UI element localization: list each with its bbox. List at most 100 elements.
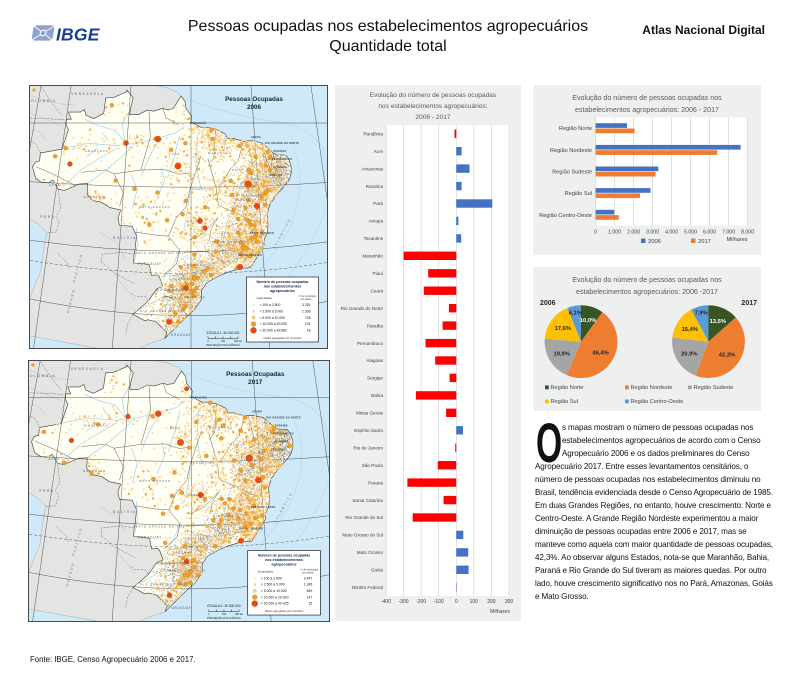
svg-text:Quantidade: Quantidade xyxy=(258,569,274,573)
svg-text:BOLIVIA: BOLIVIA xyxy=(113,510,137,514)
svg-text:10,0%: 10,0% xyxy=(580,318,596,324)
svg-text:RONDÔNIA: RONDÔNIA xyxy=(84,194,107,199)
svg-text:GOIÁS: GOIÁS xyxy=(188,493,202,497)
svg-text:Rondônia: Rondônia xyxy=(363,131,383,136)
svg-text:Número de pessoas ocupadas: Número de pessoas ocupadas xyxy=(258,554,310,558)
svg-text:AMAZONAS: AMAZONAS xyxy=(85,149,108,153)
svg-text:CEARÁ: CEARÁ xyxy=(252,411,262,414)
svg-text:3.000: 3.000 xyxy=(646,230,659,236)
svg-text:BOLIVIA: BOLIVIA xyxy=(113,236,137,240)
svg-text:15,4%: 15,4% xyxy=(682,327,698,333)
svg-text:RIO GRANDE DO SUL: RIO GRANDE DO SUL xyxy=(140,582,186,586)
svg-text:agropecuários: agropecuários xyxy=(272,562,297,566)
svg-text:Dados agregados por município: Dados agregados por município xyxy=(263,336,302,340)
svg-text:18: 18 xyxy=(307,329,311,333)
svg-text:RONDÔNIA: RONDÔNIA xyxy=(83,468,106,473)
svg-text:ESPÍRITO SANTO: ESPÍRITO SANTO xyxy=(250,232,274,235)
svg-text:Região Nordeste: Região Nordeste xyxy=(550,148,592,154)
svg-text:nos estabelecimentos agropecuá: nos estabelecimentos agropecuários: xyxy=(378,103,487,110)
svg-text:15: 15 xyxy=(309,602,313,606)
svg-text:Região Nordeste: Região Nordeste xyxy=(631,385,673,391)
svg-text:Rio de Janeiro: Rio de Janeiro xyxy=(353,445,383,450)
svg-text:PARANÁ: PARANÁ xyxy=(173,551,190,555)
svg-text:RIO DE JANEIRO: RIO DE JANEIRO xyxy=(238,254,262,257)
svg-text:ESPÍRITO SANTO: ESPÍRITO SANTO xyxy=(251,506,276,509)
svg-text:MATO GROSSO DO SUL: MATO GROSSO DO SUL xyxy=(135,251,185,255)
svg-text:> 5.000 a 10.000: > 5.000 a 10.000 xyxy=(260,316,286,320)
svg-text:Milhares: Milhares xyxy=(726,237,747,243)
svg-text:Pessoas Ocupadas: Pessoas Ocupadas xyxy=(225,96,283,103)
svg-text:3.447: 3.447 xyxy=(304,576,313,580)
svg-text:ESCALA 1: 30.000.000: ESCALA 1: 30.000.000 xyxy=(207,604,240,608)
svg-text:Mato Grosso: Mato Grosso xyxy=(357,550,384,555)
svg-text:19,9%: 19,9% xyxy=(553,351,569,357)
svg-text:Minas Gerais: Minas Gerais xyxy=(356,411,384,416)
svg-text:PERNAMBUCO: PERNAMBUCO xyxy=(272,158,292,161)
svg-text:2017: 2017 xyxy=(698,239,711,245)
svg-text:8.000: 8.000 xyxy=(741,230,754,236)
svg-text:ARGENTINA: ARGENTINA xyxy=(157,561,190,565)
svg-text:6.000: 6.000 xyxy=(703,230,716,236)
svg-text:200: 200 xyxy=(487,599,496,605)
svg-text:42,3%: 42,3% xyxy=(719,353,735,359)
svg-text:COLOMBIA: COLOMBIA xyxy=(30,99,57,103)
svg-text:> 2.500 a 5.000: > 2.500 a 5.000 xyxy=(260,309,284,313)
svg-text:Mato Grosso do Sul: Mato Grosso do Sul xyxy=(342,533,383,538)
svg-text:-400: -400 xyxy=(381,599,391,605)
svg-text:AMAZONAS: AMAZONAS xyxy=(85,424,109,428)
svg-text:100: 100 xyxy=(470,599,479,605)
svg-text:Amazonas: Amazonas xyxy=(361,166,383,171)
svg-text:PACÍFICO: PACÍFICO xyxy=(72,253,84,283)
svg-text:Ceará: Ceará xyxy=(370,288,383,293)
svg-text:Evolução do número de pessoas: Evolução do número de pessoas ocupadas n… xyxy=(572,276,722,284)
svg-text:São Paulo: São Paulo xyxy=(362,463,384,468)
svg-text:0: 0 xyxy=(455,599,458,605)
svg-text:1.306: 1.306 xyxy=(302,309,311,313)
svg-text:Região Sul: Região Sul xyxy=(551,399,578,405)
svg-text:Região Norte: Região Norte xyxy=(559,126,592,132)
svg-text:ACRE: ACRE xyxy=(49,183,61,187)
svg-text:estabelecimentos agropecuários: estabelecimentos agropecuários: 2006 -20… xyxy=(576,288,718,296)
svg-text:Evolução do número de pessoas: Evolução do número de pessoas ocupadas n… xyxy=(572,94,722,102)
svg-text:PARANÁ: PARANÁ xyxy=(172,277,189,281)
svg-text:PERU: PERU xyxy=(40,215,55,219)
svg-text:estabelecimentos agropecuários: estabelecimentos agropecuários: 2006 - 2… xyxy=(575,106,719,114)
svg-text:13,5%: 13,5% xyxy=(710,319,726,325)
svg-text:PARÁ: PARÁ xyxy=(170,426,181,430)
svg-text:Maranhão: Maranhão xyxy=(362,254,383,259)
svg-text:46,4%: 46,4% xyxy=(592,351,608,357)
svg-text:> 100 a 2.500: > 100 a 2.500 xyxy=(261,576,282,580)
svg-text:-100: -100 xyxy=(434,599,444,605)
svg-text:17,6%: 17,6% xyxy=(555,326,571,332)
svg-text:2.000: 2.000 xyxy=(627,230,640,236)
svg-text:2006: 2006 xyxy=(648,239,661,245)
svg-text:nº de municípios: nº de municípios xyxy=(300,567,319,571)
svg-text:147: 147 xyxy=(307,595,313,599)
svg-text:Número de pessoas ocupadas: Número de pessoas ocupadas xyxy=(257,280,309,284)
svg-text:COLOMBIA: COLOMBIA xyxy=(29,374,56,378)
svg-text:> 10.000 a 20.000: > 10.000 a 20.000 xyxy=(261,595,289,599)
svg-text:1.000: 1.000 xyxy=(608,230,621,236)
svg-text:-300: -300 xyxy=(399,599,409,605)
svg-text:Pará: Pará xyxy=(373,201,383,206)
svg-text:URUGUAY: URUGUAY xyxy=(171,606,191,610)
svg-text:> 2.500 a 5.000: > 2.500 a 5.000 xyxy=(261,583,285,587)
svg-text:PARAGUAY: PARAGUAY xyxy=(138,262,162,266)
svg-text:VENEZUELA: VENEZUELA xyxy=(71,92,104,96)
svg-text:MINAS GERAIS: MINAS GERAIS xyxy=(212,240,244,244)
svg-text:TOCANTINS: TOCANTINS xyxy=(190,461,215,465)
svg-text:-200: -200 xyxy=(416,599,426,605)
svg-text:Região Sudeste: Região Sudeste xyxy=(552,170,592,176)
svg-text:MARANHÃO: MARANHÃO xyxy=(209,425,233,430)
svg-text:> 20.000 a 49.425: > 20.000 a 49.425 xyxy=(261,602,289,606)
svg-text:Região Sudeste: Região Sudeste xyxy=(694,385,734,391)
svg-text:2006 - 2017: 2006 - 2017 xyxy=(415,114,451,121)
svg-text:por classe: por classe xyxy=(301,298,313,301)
svg-text:Santa Catarina: Santa Catarina xyxy=(352,498,383,503)
svg-text:Quantidade: Quantidade xyxy=(257,296,273,300)
svg-text:BAHIA: BAHIA xyxy=(238,472,251,476)
svg-text:Região Centro-Oeste: Região Centro-Oeste xyxy=(539,213,592,219)
svg-text:TOCANTINS: TOCANTINS xyxy=(190,187,215,191)
svg-text:Goiás: Goiás xyxy=(371,568,384,573)
svg-text:5.000: 5.000 xyxy=(684,230,697,236)
